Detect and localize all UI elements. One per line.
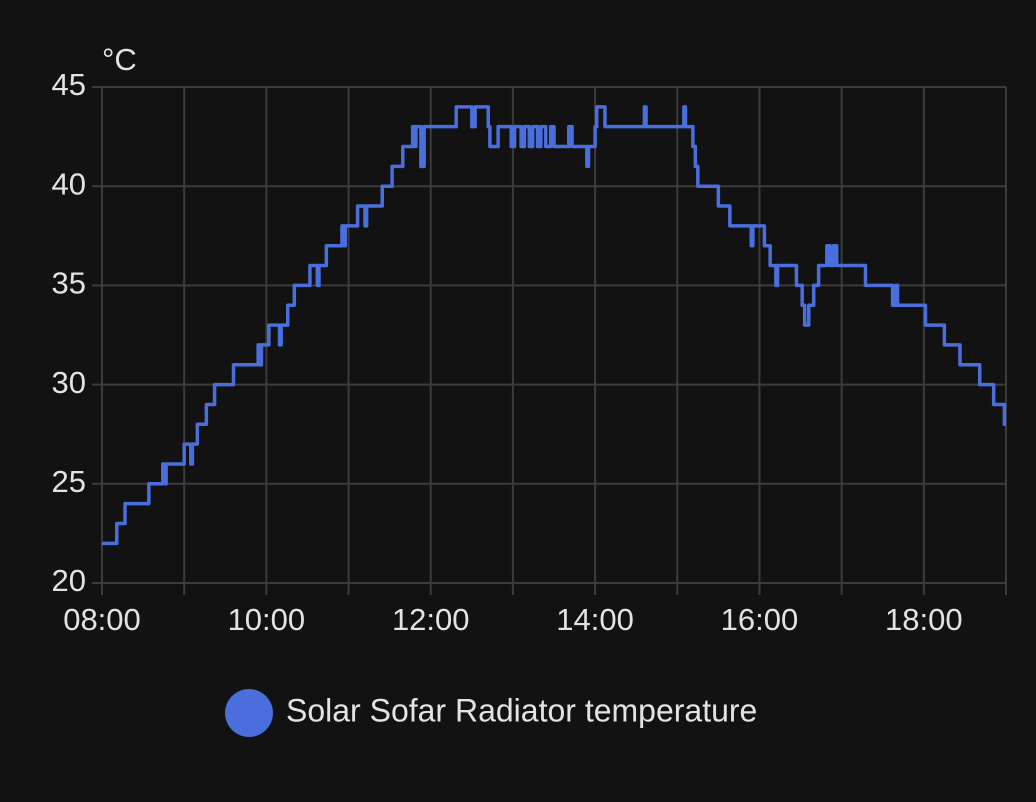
x-tick-label: 16:00 — [721, 602, 799, 637]
data-line — [102, 105, 1007, 546]
y-tick-label: 35 — [52, 266, 86, 301]
x-tick-label: 08:00 — [63, 602, 141, 637]
x-tick-label: 12:00 — [392, 602, 470, 637]
y-tick-label: 25 — [52, 464, 86, 499]
y-tick-label: 30 — [52, 365, 86, 400]
x-tick-label: 10:00 — [228, 602, 306, 637]
legend-label: Solar Sofar Radiator temperature — [286, 692, 757, 728]
y-tick-label: 20 — [52, 563, 86, 598]
legend-marker — [225, 689, 273, 737]
x-tick-label: 14:00 — [556, 602, 634, 637]
y-unit: °C — [102, 42, 137, 77]
y-tick-label: 40 — [52, 166, 86, 201]
y-tick-label: 45 — [52, 67, 86, 102]
x-tick-label: 18:00 — [885, 602, 963, 637]
